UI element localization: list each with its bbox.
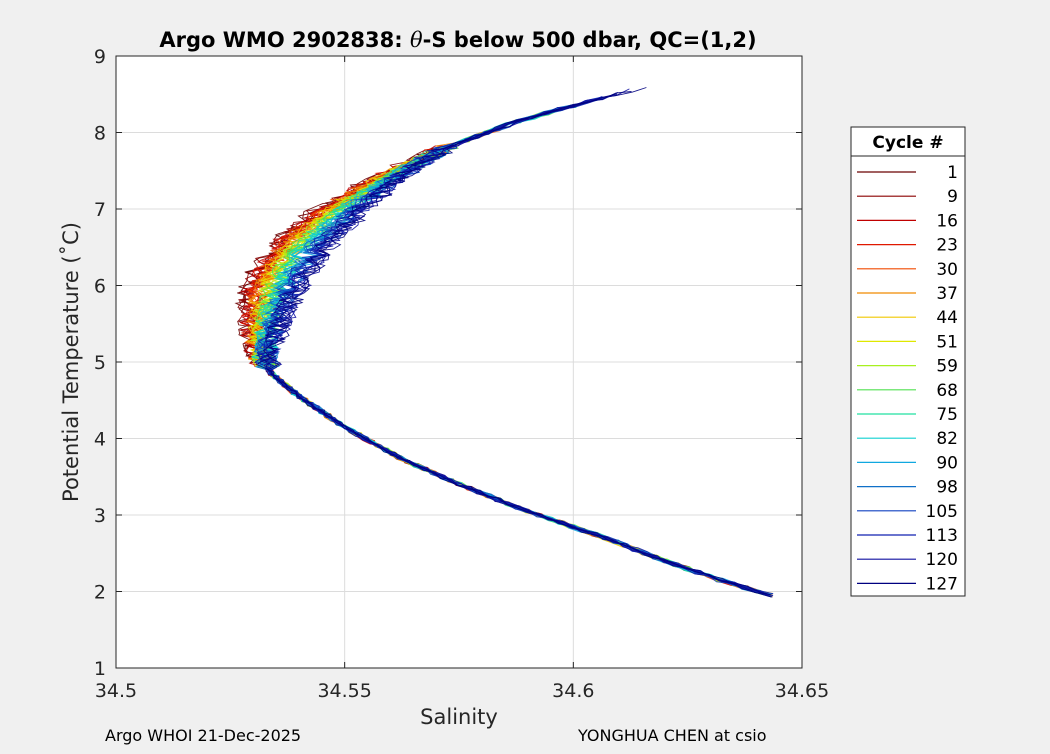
legend-label: 98	[936, 478, 958, 498]
x-tick-label: 34.5	[95, 680, 137, 702]
y-tick-label: 6	[94, 276, 106, 298]
title-prefix: Argo WMO 2902838:	[159, 28, 410, 52]
profile-line-cycle-127	[258, 91, 769, 595]
legend: Cycle # 1 9 16 23 30 37 44 51 59 68 75 82 90 98 105 113…	[850, 126, 966, 597]
grid-lines	[116, 56, 802, 668]
title-theta-symbol: θ	[410, 28, 423, 52]
legend-title: Cycle #	[872, 133, 943, 153]
y-tick-label: 8	[94, 123, 106, 145]
legend-label: 90	[936, 453, 958, 473]
legend-label: 82	[936, 429, 958, 449]
legend-label: 30	[936, 260, 958, 280]
legend-label: 127	[926, 574, 958, 594]
profile-line-cycle-127	[257, 87, 772, 596]
legend-label: 23	[936, 236, 958, 256]
legend-label: 44	[936, 308, 958, 328]
x-tick-label: 34.55	[317, 680, 371, 702]
x-tick-label: 34.65	[775, 680, 829, 702]
y-tick-label: 3	[94, 505, 106, 527]
legend-label: 75	[936, 405, 958, 425]
axis-ticks	[115, 55, 803, 669]
y-tick-label: 1	[94, 658, 106, 680]
x-axis-label: Salinity	[420, 705, 498, 729]
tick-labels: 34.5 34.55 34.6 34.65 1 2 3 4 5 6 7 8 9	[94, 46, 829, 702]
y-tick-label: 9	[94, 46, 106, 68]
y-tick-label: 5	[94, 352, 106, 374]
legend-label: 1	[947, 163, 958, 183]
x-tick-label: 34.6	[552, 680, 594, 702]
chart-title: Argo WMO 2902838: θ-S below 500 dbar, QC…	[159, 28, 756, 52]
legend-label: 120	[926, 550, 958, 570]
y-tick-label: 2	[94, 582, 106, 604]
legend-label: 37	[936, 284, 958, 304]
y-axis-label: Potential Temperature (˚C)	[59, 222, 83, 502]
legend-label: 68	[936, 381, 958, 401]
legend-label: 113	[926, 526, 958, 546]
legend-label: 16	[936, 211, 958, 231]
y-tick-label: 4	[94, 429, 106, 451]
footer-left: Argo WHOI 21-Dec-2025	[105, 726, 301, 745]
profile-lines	[234, 87, 774, 598]
legend-label: 9	[947, 187, 958, 207]
legend-label: 51	[936, 332, 958, 352]
legend-label: 59	[936, 357, 958, 377]
footer-right: YONGHUA CHEN at csio	[577, 726, 767, 745]
legend-box	[850, 126, 966, 597]
title-suffix: -S below 500 dbar, QC=(1,2)	[423, 28, 757, 52]
y-tick-label: 7	[94, 199, 106, 221]
legend-label: 105	[926, 502, 958, 522]
legend-entries: 1 9 16 23 30 37 44 51 59 68 75 82 90 98 105 113 120 127	[857, 163, 958, 594]
profile-line-cycle-127	[264, 93, 772, 598]
